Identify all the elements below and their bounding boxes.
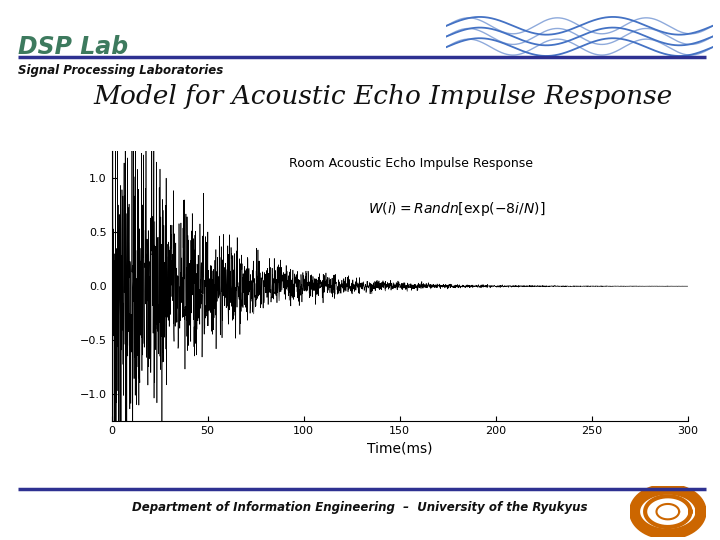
X-axis label: Time(ms): Time(ms) xyxy=(367,442,432,456)
Text: Model for Acoustic Echo Impulse Response: Model for Acoustic Echo Impulse Response xyxy=(94,84,673,109)
Text: Room Acoustic Echo Impulse Response: Room Acoustic Echo Impulse Response xyxy=(289,157,533,170)
Text: Department of Information Engineering  –  University of the Ryukyus: Department of Information Engineering – … xyxy=(132,501,588,514)
Text: $W(i) = Randn[\exp(-8i / N)]$: $W(i) = Randn[\exp(-8i / N)]$ xyxy=(369,200,546,218)
Text: Signal Processing Laboratories: Signal Processing Laboratories xyxy=(18,64,223,77)
Text: DSP Lab: DSP Lab xyxy=(18,35,128,59)
